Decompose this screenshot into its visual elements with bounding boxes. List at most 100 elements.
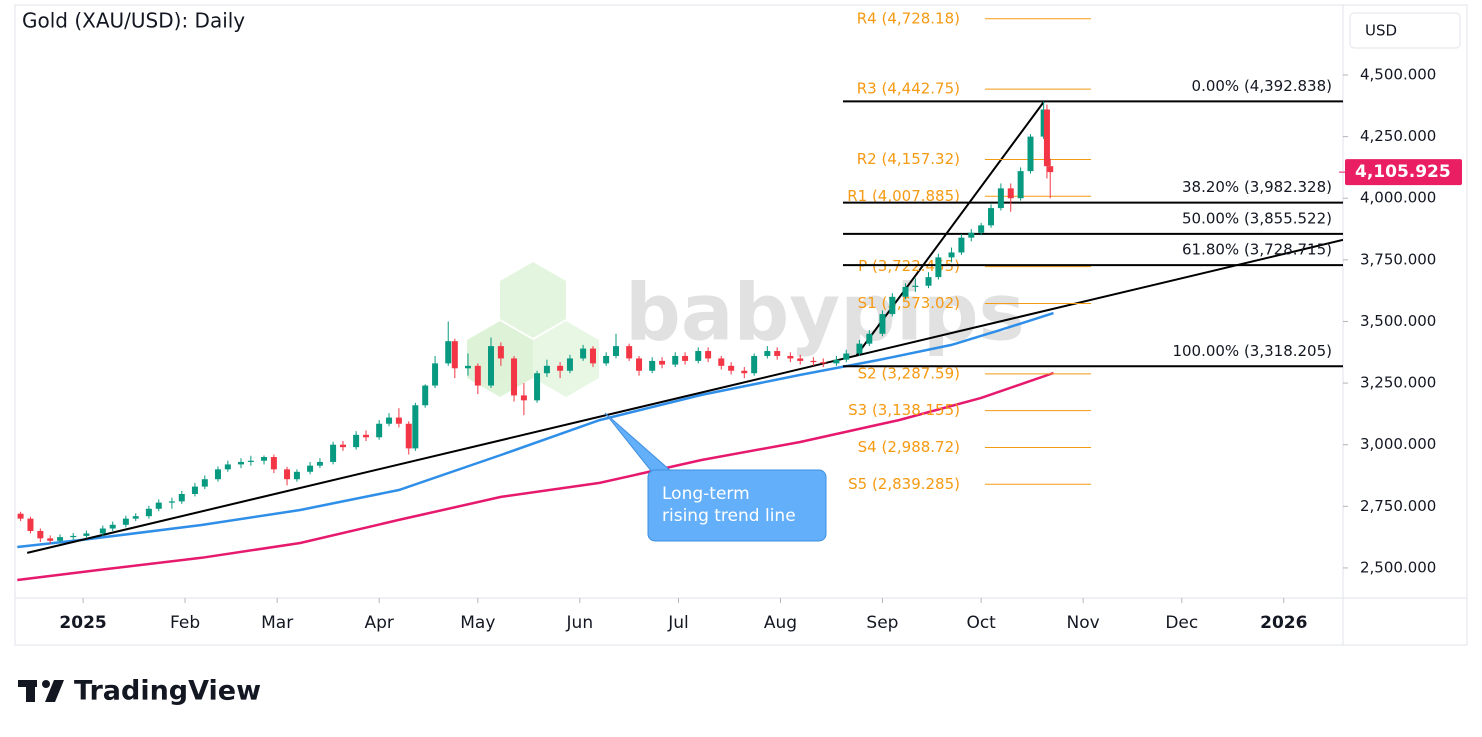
candle-body <box>879 314 886 334</box>
watermark-cube <box>533 321 599 397</box>
candle-body <box>866 333 873 344</box>
candle-body <box>497 346 504 359</box>
candle-body <box>109 524 116 529</box>
candle-body <box>774 351 781 356</box>
candle-body <box>293 471 300 480</box>
candle-body <box>1007 188 1014 199</box>
x-tick-label: 2026 <box>1260 613 1307 633</box>
candle-body <box>820 362 827 364</box>
pivot-label: S3 (3,138.155) <box>848 401 960 419</box>
candles <box>17 101 1054 544</box>
x-tick-label: 2025 <box>59 613 106 633</box>
candle-body <box>37 530 44 539</box>
candle-body <box>695 351 702 361</box>
trend-line <box>855 101 1045 357</box>
moving-averages <box>17 311 1054 582</box>
pivot-label: P (3,722.455) <box>858 257 960 275</box>
candle-body <box>247 460 254 462</box>
y-tick-label: 2,750.000 <box>1360 497 1436 515</box>
currency-label[interactable]: USD <box>1365 22 1397 40</box>
pivot-label: R4 (4,728.18) <box>857 9 960 27</box>
candle-body <box>997 188 1004 209</box>
fib-label: 0.00% (4,392.838) <box>1192 77 1332 95</box>
candle-body <box>968 232 975 238</box>
moving-average <box>17 371 1054 582</box>
candle-body <box>1047 166 1054 173</box>
candle-body <box>464 365 471 369</box>
y-tick-label: 3,250.000 <box>1360 374 1436 392</box>
candle-body <box>626 346 633 359</box>
axes: 2,500.000 2,750.000 3,000.000 3,250.000 3,50… <box>59 65 1462 633</box>
fib-label: 38.20% (3,982.328) <box>1182 178 1332 196</box>
x-tick-label: Feb <box>170 613 200 633</box>
candle-body <box>17 513 24 519</box>
candle-body <box>224 464 231 470</box>
y-tick-label: 4,250.000 <box>1360 127 1436 145</box>
x-tick-label: Apr <box>364 613 393 633</box>
candle-body <box>580 348 587 359</box>
watermark-text: babypips <box>625 268 1025 358</box>
chart-title: Gold (XAU/USD): Daily <box>22 9 245 33</box>
candle-body <box>613 346 620 356</box>
candle-body <box>214 469 221 480</box>
candle-body <box>649 360 656 371</box>
candle-body <box>520 395 527 401</box>
x-tick-label: Dec <box>1165 613 1198 633</box>
pivot-label: S2 (3,287.59) <box>858 364 960 382</box>
candle-body <box>339 444 346 448</box>
candle-body <box>99 528 106 534</box>
brand-logo <box>18 680 64 702</box>
pivot-label: R3 (4,442.75) <box>857 80 960 98</box>
candle-body <box>543 365 550 374</box>
x-tick-label: Oct <box>966 613 996 633</box>
candle-body <box>178 493 185 502</box>
candle-body <box>307 465 314 472</box>
candle-body <box>810 360 817 363</box>
candle-body <box>386 417 393 424</box>
candle-body <box>422 385 429 406</box>
logo-part <box>45 680 64 702</box>
candle-body <box>168 501 175 503</box>
x-tick-label: Jun <box>566 613 594 633</box>
pivot-label: S4 (2,988.72) <box>858 438 960 456</box>
candle-body <box>566 358 573 371</box>
candle-body <box>764 351 771 356</box>
candle-body <box>284 469 291 480</box>
candle-body <box>395 417 402 424</box>
candle-body <box>270 457 277 470</box>
candle-body <box>705 351 712 359</box>
candle-body <box>57 537 64 541</box>
moving-average <box>17 311 1054 549</box>
candle-body <box>751 355 758 374</box>
candle-body <box>412 405 419 449</box>
brand-name: TradingView <box>74 676 261 707</box>
candle-body <box>70 535 77 538</box>
pivot-label: R2 (4,157.32) <box>857 150 960 168</box>
x-tick-label: Sep <box>866 613 898 633</box>
candle-body <box>672 355 679 365</box>
candle-body <box>958 237 965 253</box>
candle-body <box>237 461 244 465</box>
candle-body <box>445 341 452 364</box>
candle-body <box>1040 109 1047 137</box>
x-tick-label: Jul <box>667 613 689 633</box>
candle-body <box>83 533 90 536</box>
watermark: babypips <box>467 262 1025 397</box>
levels: R4 (4,728.18) R3 (4,442.75) R2 (4,157.32) R… <box>843 9 1343 493</box>
y-tick-label: 2,500.000 <box>1360 558 1436 576</box>
candle-body <box>856 343 863 354</box>
annotation-text: rising trend line <box>662 506 796 526</box>
candle-body <box>201 479 208 487</box>
fib-label: 50.00% (3,855.522) <box>1182 209 1332 227</box>
candle-body <box>1017 171 1024 199</box>
fib-label: 100.00% (3,318.205) <box>1172 342 1332 360</box>
candle-body <box>122 518 129 525</box>
candle-body <box>728 365 735 371</box>
candle-body <box>843 353 850 360</box>
x-tick-label: May <box>460 613 495 633</box>
currency-button[interactable] <box>1349 12 1461 49</box>
y-tick-label: 4,000.000 <box>1360 189 1436 207</box>
candle-body <box>451 341 458 369</box>
candle-body <box>330 444 337 462</box>
